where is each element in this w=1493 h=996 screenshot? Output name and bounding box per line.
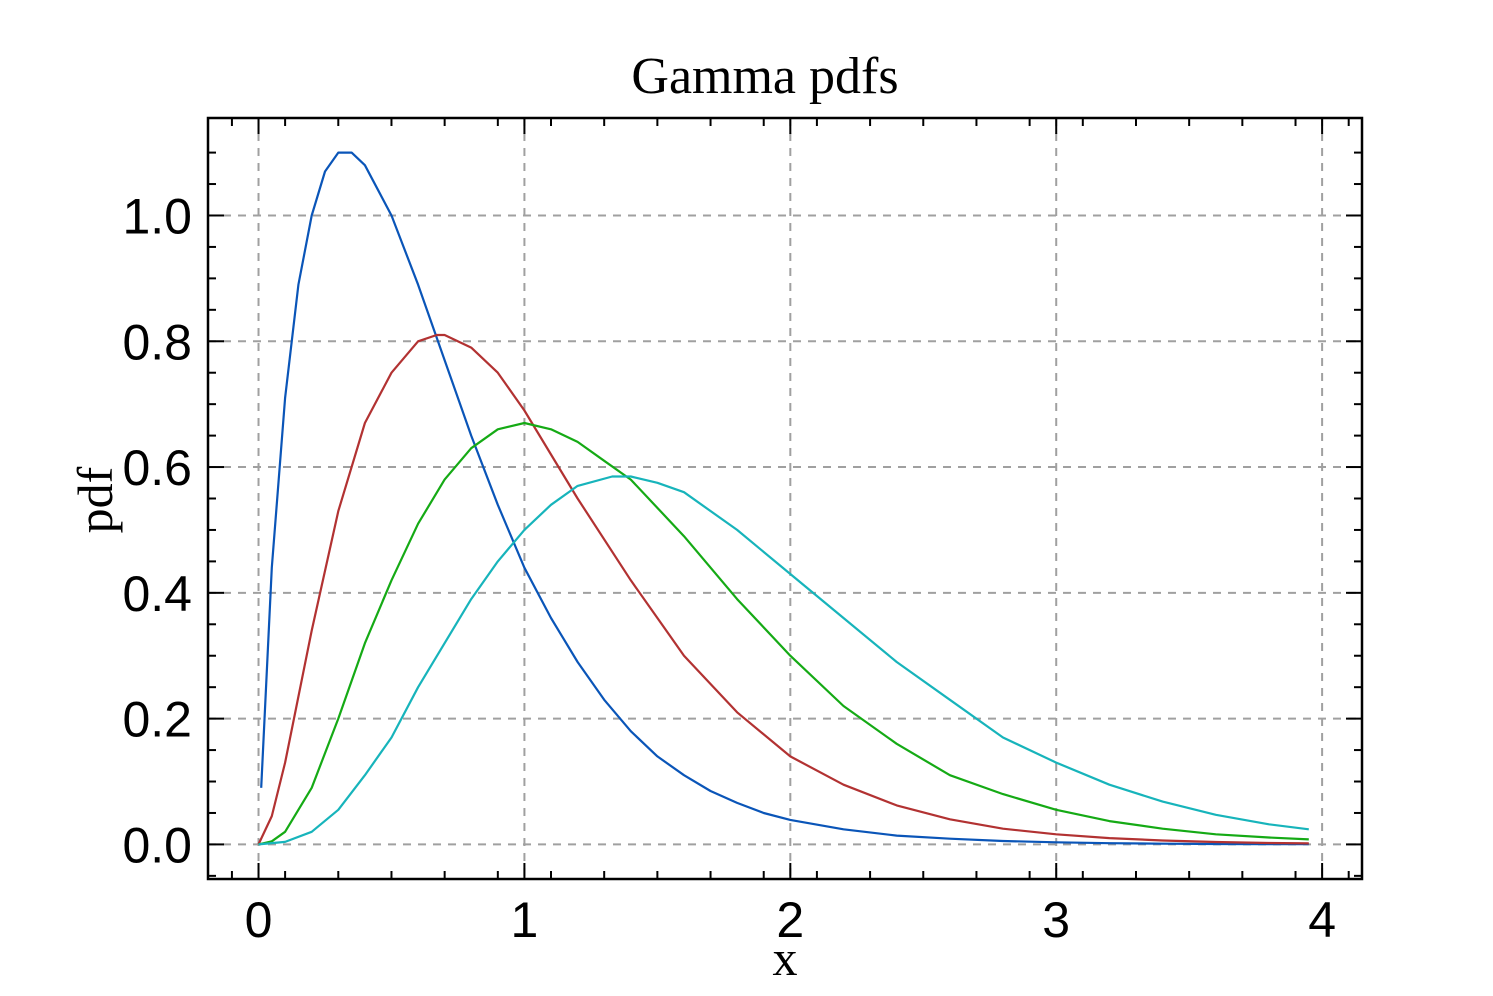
y-axis-label: pdf: [67, 466, 123, 533]
plot-frame: [206, 116, 1364, 881]
x-tick-label-0: 0: [245, 892, 273, 948]
y-tick-labels: 0.0 0.2 0.4 0.6 0.8 1.0: [122, 188, 192, 873]
series-line-1: [260, 151, 1309, 846]
x-tick-labels: 0 1 2 3 4: [245, 892, 1336, 948]
series-line-3: [258, 421, 1309, 846]
x-tick-label-4: 4: [1308, 892, 1336, 948]
axis-ticks: [208, 118, 1362, 879]
y-tick-label-0: 0.0: [122, 817, 192, 873]
y-tick-label-4: 0.8: [122, 314, 192, 370]
y-tick-label-5: 1.0: [122, 188, 192, 244]
chart-title: Gamma pdfs: [631, 48, 898, 105]
x-tick-label-3: 3: [1042, 892, 1070, 948]
series-line-2: [257, 333, 1309, 845]
y-tick-label-2: 0.4: [122, 566, 192, 622]
y-tick-label-1: 0.2: [122, 692, 192, 748]
grid: [208, 118, 1362, 879]
y-tick-label-3: 0.6: [122, 440, 192, 496]
x-tick-label-1: 1: [511, 892, 539, 948]
series-line-4: [258, 475, 1309, 846]
series-group: [257, 151, 1309, 846]
x-tick-label-2: 2: [776, 892, 804, 948]
x-axis-label: x: [773, 930, 798, 986]
